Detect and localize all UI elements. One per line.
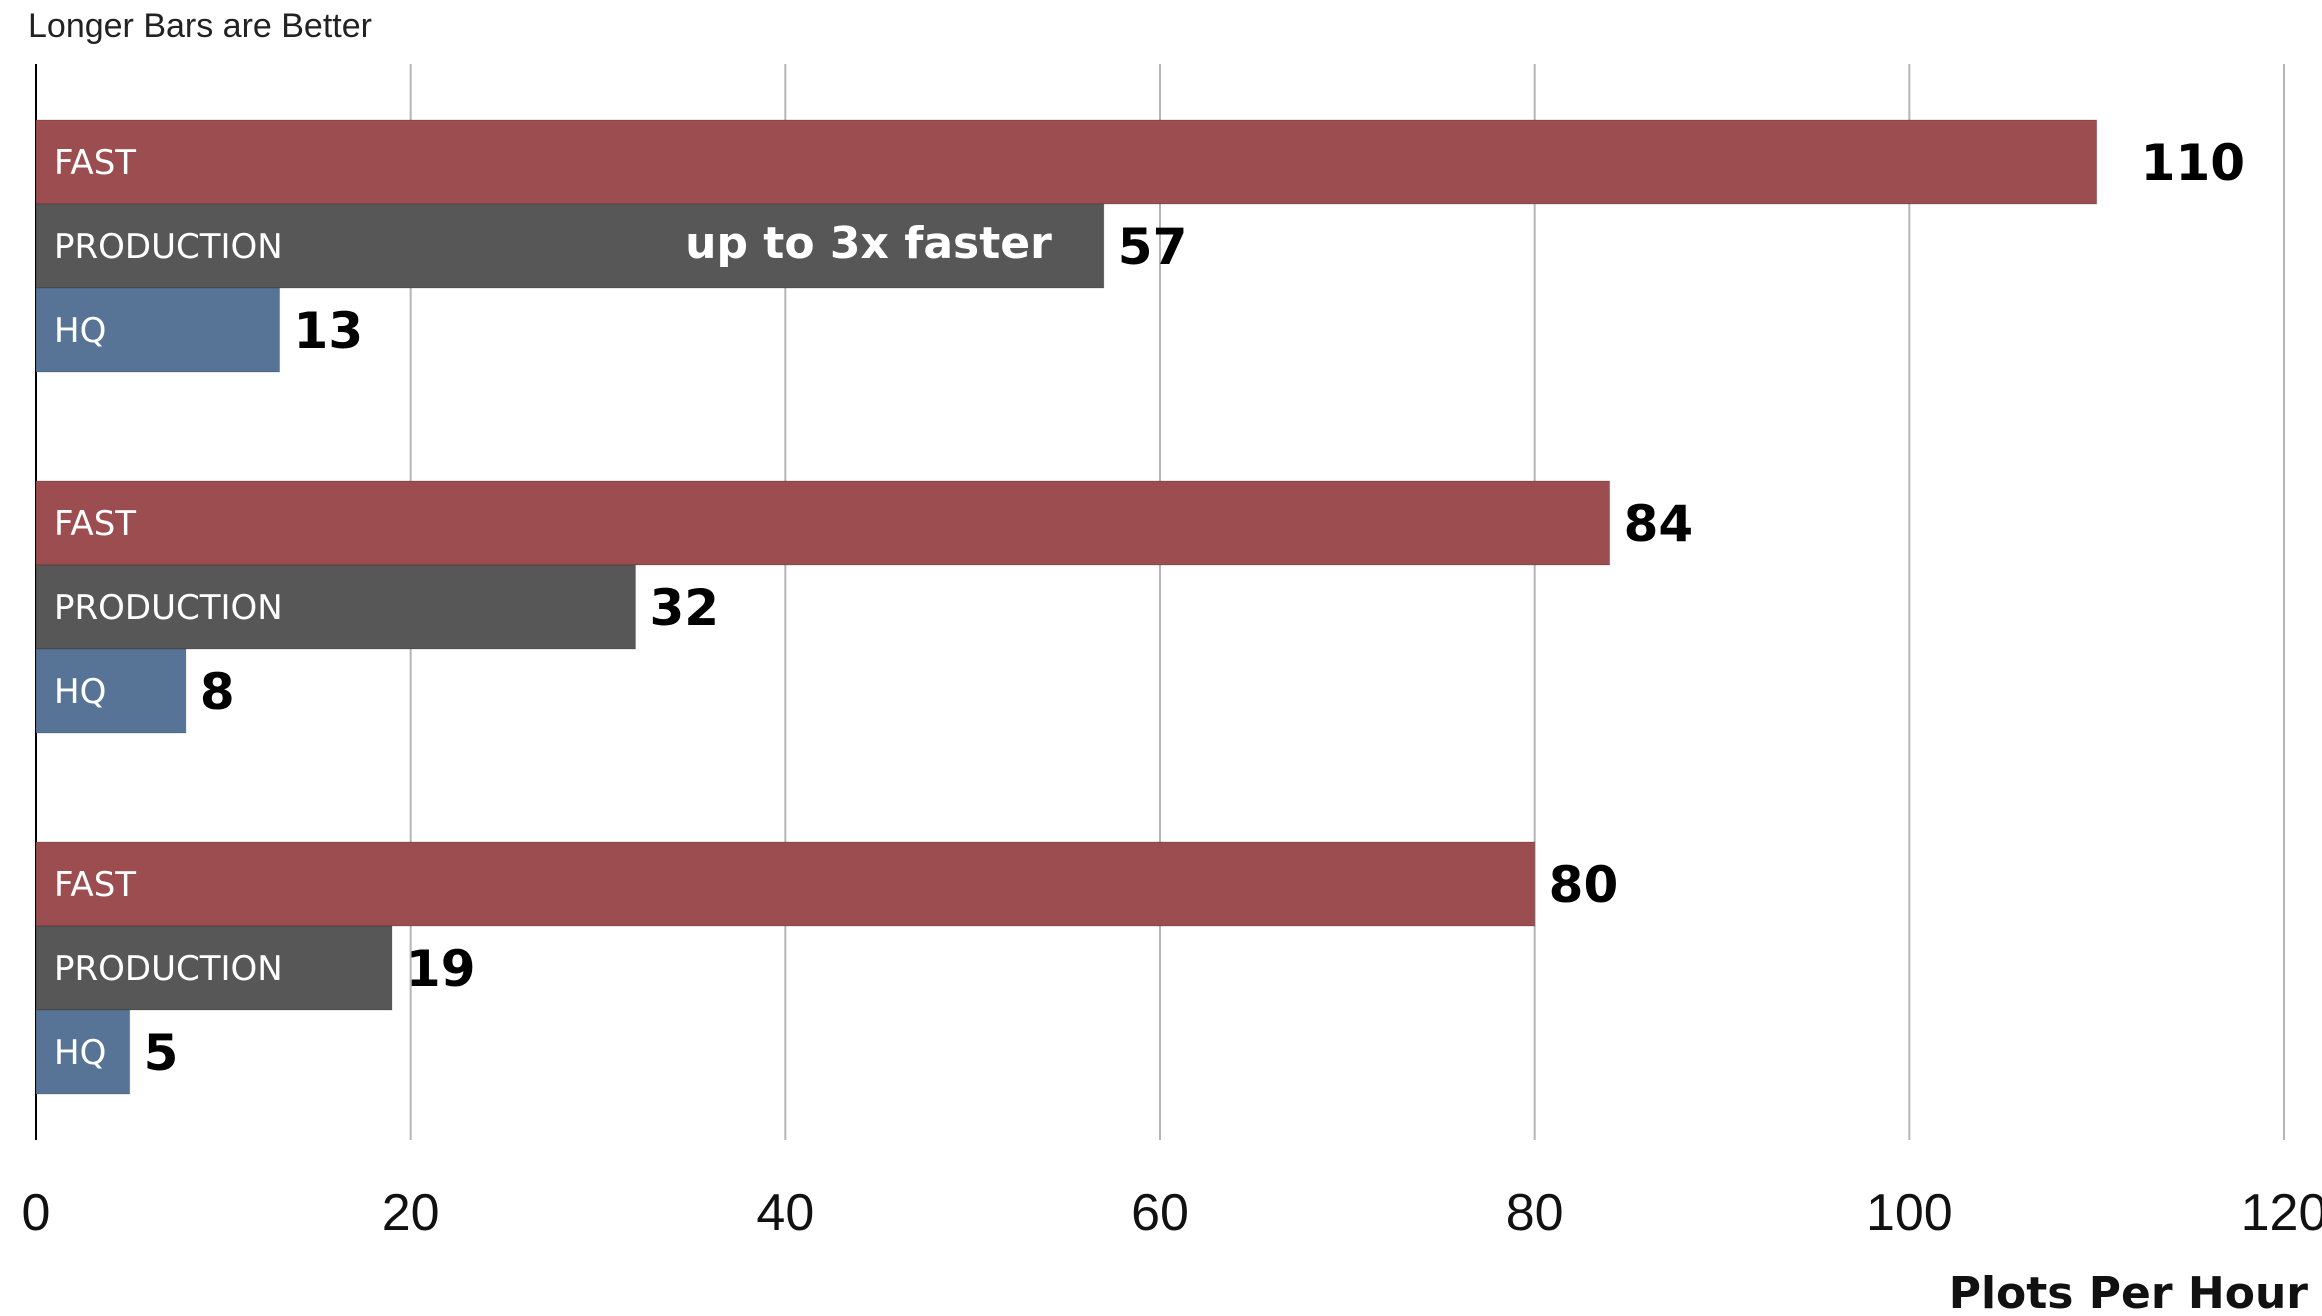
value-label: 8: [200, 663, 235, 721]
bars-group: FAST 110 PRODUCTION 57 HQ 13 FAST 84 PRODUCTION 3…: [35, 119, 2245, 1095]
bar-hq: [35, 1009, 131, 1095]
value-label: 19: [406, 940, 476, 998]
annotation-text: up to 3x faster: [685, 218, 1052, 269]
bar-label: PRODUCTION: [54, 227, 283, 267]
x-axis-label: Plots Per Hour: [1949, 1268, 2309, 1316]
bar-label: FAST: [54, 504, 136, 544]
bar-label: HQ: [54, 311, 106, 351]
bar-production: [35, 925, 393, 1011]
bar-label: PRODUCTION: [54, 949, 283, 989]
bar-fast: [35, 841, 1536, 927]
value-label: 84: [1624, 495, 1694, 553]
bar-fast: [35, 480, 1611, 566]
value-label: 57: [1118, 218, 1188, 276]
x-tick-label: 0: [22, 1184, 51, 1242]
value-label: 32: [649, 579, 719, 637]
value-label: 110: [2141, 134, 2245, 192]
bar-hq: [35, 287, 281, 373]
x-tick-label: 80: [1506, 1184, 1564, 1242]
value-label: 13: [294, 302, 364, 360]
bar-production: [35, 203, 1105, 289]
value-label: 80: [1549, 856, 1619, 914]
x-tick-label: 40: [756, 1184, 814, 1242]
bar-fast: [35, 119, 2098, 205]
x-tick-label: 60: [1131, 1184, 1189, 1242]
value-label: 5: [144, 1024, 179, 1082]
x-tick-label: 100: [1866, 1184, 1953, 1242]
x-tick-label: 20: [382, 1184, 440, 1242]
bar-label: FAST: [54, 143, 136, 183]
bar-hq: [35, 648, 187, 734]
bar-label: HQ: [54, 672, 106, 712]
x-axis-ticks: 0 20 40 60 80 100 120: [22, 1184, 2322, 1242]
bar-label: FAST: [54, 865, 136, 905]
chart-subtitle: Longer Bars are Better: [28, 7, 372, 45]
bar-label: HQ: [54, 1033, 106, 1073]
bar-label: PRODUCTION: [54, 588, 283, 628]
x-tick-label: 120: [2241, 1184, 2322, 1242]
bar-production: [35, 564, 636, 650]
